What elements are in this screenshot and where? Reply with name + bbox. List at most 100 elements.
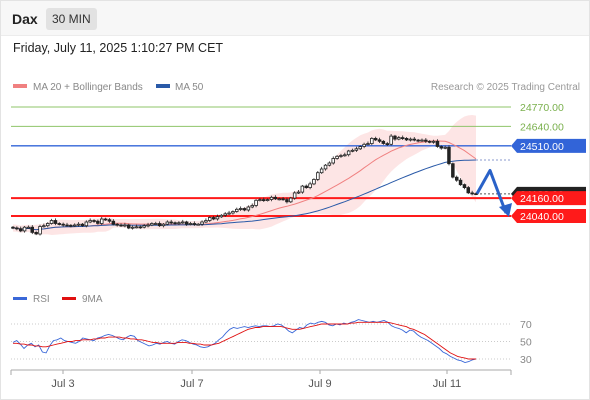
candle-body	[161, 223, 166, 227]
candle-body	[312, 178, 316, 185]
candle-body	[223, 213, 227, 216]
candle-body	[231, 211, 235, 214]
level-label-24040.00: 24040.00	[511, 209, 586, 223]
candle-body	[30, 226, 34, 233]
candle-body	[265, 199, 270, 202]
candle-body	[96, 220, 100, 224]
rsi-line	[12, 319, 477, 363]
x-label-jul-3: Jul 3	[51, 378, 74, 390]
candle-body	[150, 223, 154, 226]
candle-body	[204, 220, 208, 223]
candle-body	[435, 140, 440, 147]
candle-body	[304, 185, 308, 189]
candle-body	[80, 223, 85, 227]
candle-body	[339, 155, 343, 157]
candle-body	[323, 164, 328, 170]
rsi-tick-30: 30	[520, 354, 532, 366]
ma50-legend-label: MA 50	[175, 82, 204, 93]
instrument-name: Dax	[12, 11, 38, 27]
candle-body	[366, 143, 370, 146]
candle-body	[350, 149, 355, 152]
candle-body	[412, 138, 416, 141]
forecast-arrowhead	[499, 203, 512, 218]
candle-body	[346, 150, 351, 156]
candle-body	[246, 206, 251, 211]
candle-body	[234, 208, 239, 212]
candle-body	[404, 137, 409, 141]
candle-body	[261, 199, 266, 202]
candle-body	[115, 223, 119, 226]
candle-body	[362, 143, 366, 147]
rsi-ma-legend-swatch	[62, 297, 76, 300]
candle-body	[288, 197, 293, 203]
candle-body	[254, 199, 258, 206]
candle-body	[327, 162, 332, 166]
candle-body	[420, 139, 424, 142]
rsi-tick-70: 70	[520, 319, 532, 331]
candle-body	[200, 221, 204, 225]
candle-body	[196, 223, 200, 226]
candle-body	[15, 227, 19, 230]
candle-body	[69, 224, 73, 227]
candle-body	[34, 231, 38, 235]
candle-body	[331, 158, 335, 164]
x-label-jul-11: Jul 11	[433, 378, 462, 390]
candle-body	[447, 146, 451, 165]
candle-body	[134, 226, 139, 229]
candle-body	[169, 221, 173, 224]
candle-body	[343, 154, 347, 157]
rsi-legend-swatch	[13, 297, 27, 300]
candle-body	[424, 139, 428, 142]
candle-body	[296, 191, 301, 194]
candle-body	[354, 148, 359, 151]
candle-body	[142, 225, 146, 228]
candle-body	[219, 214, 224, 218]
ma50-line	[12, 159, 477, 231]
candle-body	[100, 218, 104, 224]
candle-body	[466, 187, 470, 194]
bollinger-bands	[13, 115, 476, 235]
candle-body	[46, 223, 50, 227]
ma20-legend-label: MA 20 + Bollinger Bands	[33, 82, 143, 93]
rsi-legend-label: RSI	[33, 294, 50, 305]
forecast-arrow	[475, 168, 512, 218]
candle-body	[119, 224, 123, 227]
price-level-lines	[11, 106, 511, 217]
candle-body	[427, 140, 432, 143]
ma20-legend-swatch	[13, 84, 27, 88]
candle-body	[238, 208, 243, 210]
rsi-legend: RSI 9MA	[13, 294, 103, 305]
candle-body	[215, 216, 220, 220]
candle-body	[157, 223, 162, 227]
candle-body	[431, 140, 436, 143]
candle-body	[127, 224, 131, 229]
candle-body	[188, 223, 193, 225]
candle-body	[474, 193, 478, 196]
candle-body	[18, 228, 23, 232]
candle-body	[389, 135, 393, 145]
candle-body	[458, 179, 463, 186]
candle-body	[470, 192, 474, 195]
timeframe-button[interactable]: 30 MIN	[46, 8, 97, 30]
candle-body	[22, 226, 27, 232]
candle-body	[103, 218, 108, 221]
candle-body	[439, 146, 443, 149]
level-label-24160.00: 24160.00	[511, 191, 586, 206]
candle-body	[377, 139, 382, 142]
candle-body	[184, 221, 189, 225]
candle-body	[211, 217, 216, 220]
candle-body	[84, 221, 89, 227]
rsi-tick-50: 50	[520, 337, 532, 349]
level-label-text: 24040.00	[520, 211, 564, 223]
candle-body	[269, 196, 274, 200]
candle-body	[335, 155, 339, 159]
x-label-jul-7: Jul 7	[180, 378, 203, 390]
candle-body	[146, 224, 150, 227]
candle-body	[173, 222, 177, 225]
candle-body	[207, 217, 212, 221]
candle-body	[250, 205, 254, 208]
rsi-grid: 70 50 30	[11, 319, 532, 366]
candle-body	[242, 208, 247, 211]
forecast-path	[475, 168, 508, 214]
